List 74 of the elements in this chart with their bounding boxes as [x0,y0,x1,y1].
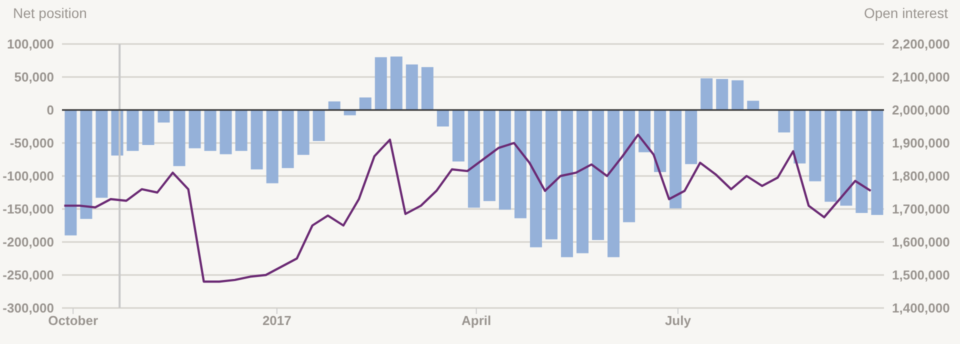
x-tick-label: April [462,313,492,328]
bar [436,110,449,126]
bar [235,110,248,151]
bar [204,110,216,151]
bar [80,110,92,219]
bar [64,110,77,236]
y-tick-label: 50,000 [14,70,54,85]
y2-tick-label: 2,000,000 [892,102,950,118]
y2-tick-label: 1,900,000 [892,136,950,151]
x-tick-label: 2017 [262,313,292,328]
bar [158,110,170,123]
y-axis-title: Net position [13,5,87,21]
bar [173,110,186,166]
y-tick-label: -250,000 [2,268,54,283]
bar [700,78,713,110]
y-tick-label: -50,000 [10,136,54,151]
y-tick-label: 100,000 [7,36,54,52]
bar [96,110,108,198]
y-tick-label: -200,000 [2,234,54,250]
y2-tick-label: 1,800,000 [892,168,950,184]
bar [824,110,837,202]
bar [188,110,201,148]
bar [282,110,294,168]
bar [483,110,496,202]
bar [297,110,310,155]
bar [561,110,574,258]
x-tick-label: October [48,313,98,328]
bar [514,110,526,218]
bar [312,110,325,142]
bar [452,110,464,162]
bar [592,110,604,240]
y-tick-label: 0 [46,102,54,118]
bar [716,78,728,110]
y2-tick-label: 1,500,000 [892,268,950,283]
bar [468,110,480,208]
bar [576,110,589,254]
bar [498,110,511,210]
bar [126,110,139,151]
y2-tick-label: 2,200,000 [892,36,950,52]
bar [670,110,682,208]
bar [685,110,698,164]
bar [623,110,636,222]
bar [871,110,884,215]
bar [220,110,232,154]
bar [608,110,620,258]
y2-tick-label: 1,400,000 [892,300,950,316]
bar [654,110,666,172]
bar [809,110,822,182]
bar [545,110,558,240]
bar [530,110,542,248]
bar [840,110,852,206]
y2-tick-label: 2,100,000 [892,70,950,85]
bar [266,110,278,184]
bar [732,80,744,110]
line-series [63,134,872,283]
bar [421,67,434,110]
y-tick-label: -300,000 [2,300,54,316]
x-tick-label: July [664,313,692,328]
bar [374,57,387,110]
bar [359,97,372,110]
bar [390,56,402,110]
bar [856,110,868,213]
bar [328,101,340,110]
bar [142,110,154,145]
y-tick-label: -100,000 [2,168,54,184]
y2-tick-label: 1,700,000 [892,202,950,217]
y2-axis-title: Open interest [864,5,948,21]
bar [250,110,263,170]
bar [794,110,806,164]
bar [778,110,790,132]
bar [406,64,418,110]
y-tick-label: -150,000 [2,202,54,217]
y2-tick-label: 1,600,000 [892,234,950,250]
bar [747,100,760,110]
